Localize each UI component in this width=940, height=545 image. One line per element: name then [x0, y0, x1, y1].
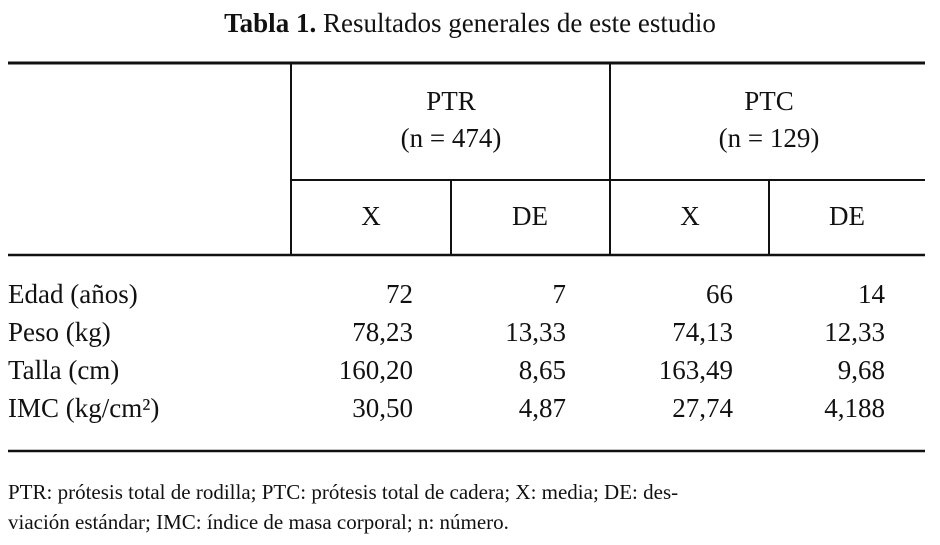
cell-value: 30,50	[352, 393, 413, 423]
cell-value: 14	[858, 279, 886, 309]
cell-value: 72	[386, 279, 413, 309]
footnote: viación estándar; IMC: índice de masa co…	[8, 510, 509, 534]
subheader: X	[361, 201, 381, 231]
group-n: (n = 129)	[719, 123, 820, 153]
cell-value: 78,23	[352, 317, 413, 347]
cell-value: 4,188	[824, 393, 885, 423]
table-title: Tabla 1. Resultados generales de este es…	[224, 8, 716, 38]
cell-value: 12,33	[824, 317, 885, 347]
cell-value: 66	[706, 279, 733, 309]
title-text: Resultados generales de este estudio	[323, 8, 716, 38]
cell-value: 9,68	[838, 355, 885, 385]
cell-value: 4,87	[519, 393, 566, 423]
cell-value: 8,65	[519, 355, 566, 385]
row-label: IMC (kg/cm²)	[8, 393, 159, 423]
cell-value: 74,13	[672, 317, 733, 347]
subheader: DE	[512, 201, 548, 231]
subheader: DE	[829, 201, 865, 231]
subheader: X	[680, 201, 700, 231]
row-label: Peso (kg)	[8, 317, 111, 347]
group-name: PTC	[744, 86, 794, 116]
cell-value: 27,74	[672, 393, 733, 423]
cell-value: 13,33	[505, 317, 566, 347]
group-name: PTR	[426, 86, 476, 116]
title-label: Tabla 1.	[224, 8, 316, 38]
group-n: (n = 474)	[401, 123, 502, 153]
row-label: Talla (cm)	[8, 355, 119, 385]
footnote: PTR: prótesis total de rodilla; PTC: pró…	[8, 480, 678, 504]
cell-value: 7	[553, 279, 567, 309]
cell-value: 163,49	[659, 355, 733, 385]
row-label: Edad (años)	[8, 279, 138, 309]
cell-value: 160,20	[339, 355, 413, 385]
